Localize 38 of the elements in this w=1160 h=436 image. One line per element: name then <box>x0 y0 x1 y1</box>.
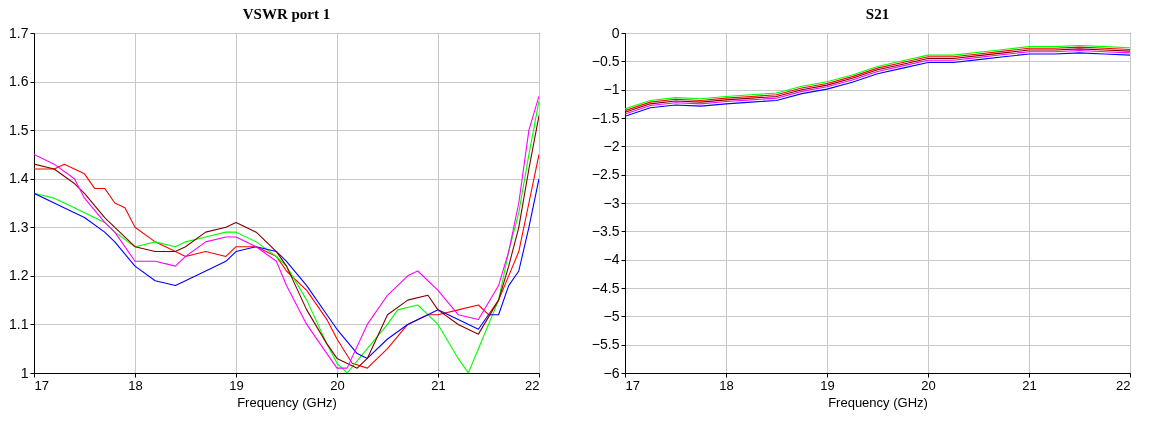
y-tick-label: −2.5 <box>591 166 620 183</box>
x-axis-title: Frequency (GHz) <box>828 394 928 410</box>
x-tick-label: 18 <box>128 377 143 393</box>
chart-title: VSWR port 1 <box>242 6 331 22</box>
y-tick-label: −6 <box>603 364 620 381</box>
x-tick-label: 21 <box>431 377 446 393</box>
y-tick-label: −4 <box>603 251 620 268</box>
y-tick-label: 1.5 <box>9 121 29 138</box>
x-tick-label: 20 <box>921 377 936 393</box>
y-tick-label: −1.5 <box>591 109 620 126</box>
y-tick-label: 1.4 <box>9 170 29 187</box>
y-tick-label: −3 <box>603 194 620 211</box>
x-tick-label: 22 <box>1116 377 1131 393</box>
x-axis-title: Frequency (GHz) <box>237 394 337 410</box>
y-tick-label: 1 <box>20 364 29 381</box>
y-tick-label: −3.5 <box>591 222 620 239</box>
chart-title: S21 <box>865 6 890 22</box>
x-tick-label: 17 <box>34 377 49 393</box>
y-tick-label: −4.5 <box>591 279 620 296</box>
x-tick-label: 19 <box>229 377 244 393</box>
x-tick-label: 17 <box>625 377 640 393</box>
y-tick-label: −0.5 <box>591 52 620 69</box>
y-tick-label: −2 <box>603 137 620 154</box>
y-tick-label: 1.2 <box>9 267 29 284</box>
y-tick-label: 0 <box>611 24 620 41</box>
y-tick-label: −1 <box>603 81 620 98</box>
line-series <box>34 178 539 359</box>
y-tick-label: −5 <box>603 307 620 324</box>
y-tick-label: −5.5 <box>591 336 620 353</box>
x-tick-label: 18 <box>719 377 734 393</box>
x-tick-label: 20 <box>330 377 345 393</box>
x-tick-label: 21 <box>1022 377 1037 393</box>
y-tick-label: 1.3 <box>9 218 29 235</box>
x-tick-label: 19 <box>820 377 835 393</box>
y-tick-label: 1.1 <box>9 315 29 332</box>
x-tick-label: 22 <box>525 377 540 393</box>
y-tick-label: 1.6 <box>9 73 29 90</box>
y-tick-label: 1.7 <box>9 24 29 41</box>
